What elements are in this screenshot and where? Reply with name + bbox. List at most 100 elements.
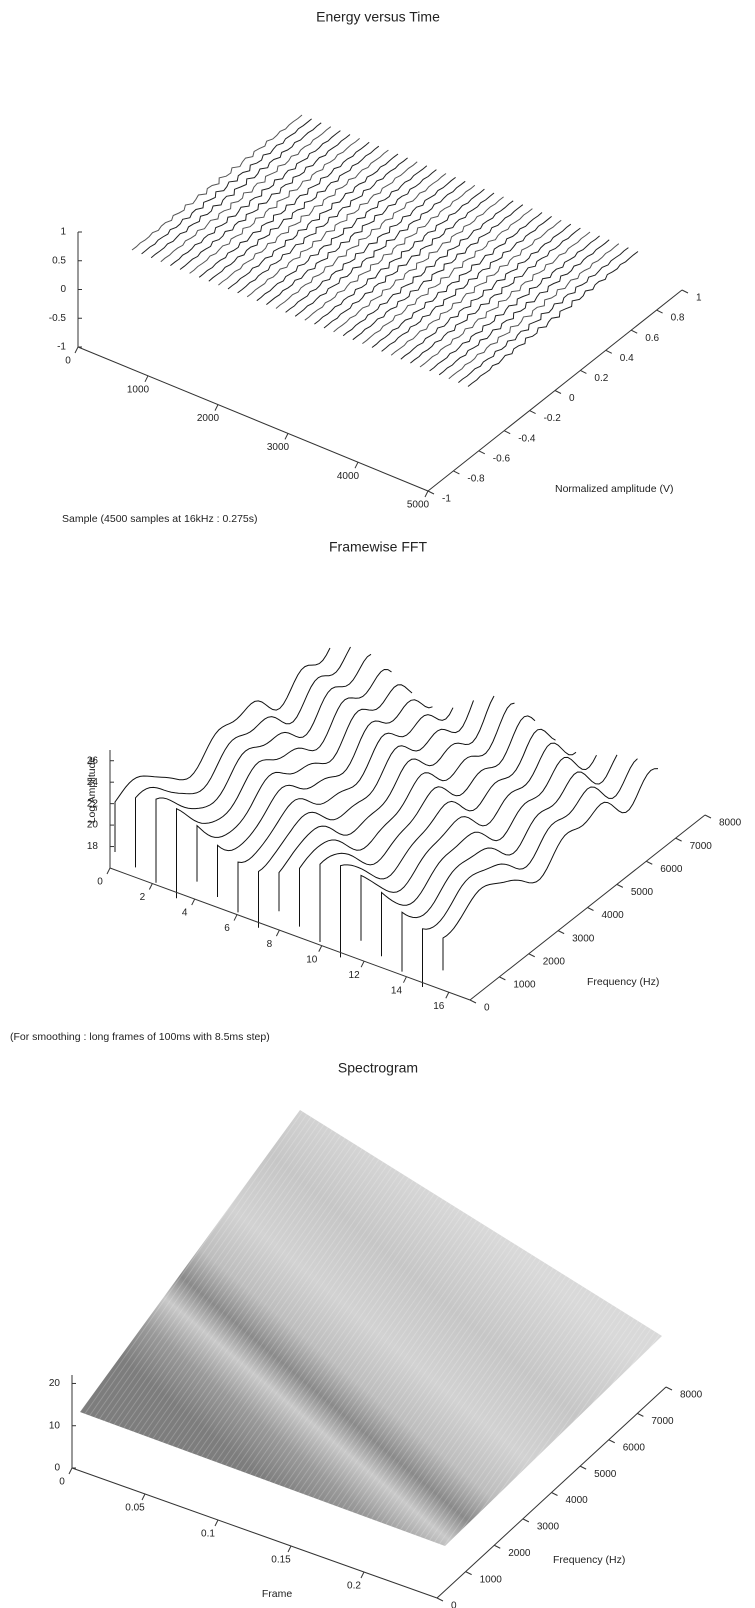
- x-tick-label: 0.05: [125, 1503, 145, 1514]
- y-tick-label: 1000: [513, 980, 536, 991]
- z-tick-label: 0: [60, 284, 66, 295]
- z-tick-label: 26: [87, 755, 99, 766]
- x-tick-label: 0.1: [201, 1529, 215, 1540]
- y-tick: [551, 1492, 558, 1496]
- x-tick-label: 0.2: [347, 1581, 361, 1592]
- spectrum-curve: [422, 758, 638, 987]
- waveform: [218, 149, 389, 286]
- x-tick: [74, 346, 79, 354]
- waveform: [246, 161, 418, 298]
- y-tick: [704, 814, 712, 819]
- y-tick: [637, 1412, 644, 1417]
- y-tick: [681, 289, 689, 294]
- x-tick: [68, 1467, 73, 1475]
- y-tick-label: 0.4: [620, 353, 634, 364]
- y-tick: [528, 953, 535, 958]
- spectrum-curve: [258, 700, 474, 928]
- waveform: [285, 176, 456, 313]
- x-tick: [354, 461, 359, 469]
- waveform: [314, 188, 485, 325]
- x-tick: [360, 960, 365, 968]
- x-tick-label: 2: [140, 892, 146, 903]
- x-tick-label: 16: [433, 1001, 445, 1012]
- x-tick-label: 0: [65, 356, 71, 367]
- x-tick-label: 2000: [197, 413, 220, 424]
- waveform: [170, 130, 341, 266]
- waveform: [467, 251, 639, 387]
- y-tick: [630, 329, 638, 334]
- x-tick-label: 5000: [407, 500, 430, 511]
- y-tick: [529, 410, 536, 415]
- x-tick: [424, 490, 429, 498]
- y-tick-label: 8000: [719, 818, 742, 829]
- y-tick: [499, 976, 506, 981]
- y-axis-label: Frequency (Hz): [553, 1554, 625, 1566]
- x-tick: [403, 976, 407, 983]
- spectrum-curve: [299, 702, 515, 927]
- x-tick: [191, 898, 196, 906]
- chart-title: Energy versus Time: [316, 9, 440, 25]
- waveform: [390, 219, 562, 356]
- y-tick: [646, 860, 653, 865]
- x-tick: [214, 1519, 219, 1527]
- x-tick-label: 12: [349, 970, 361, 981]
- z-tick-label: 0: [54, 1463, 60, 1474]
- x-axis-label: Sample (4500 samples at 16kHz : 0.275s): [62, 513, 258, 525]
- y-tick-label: 0.6: [645, 333, 659, 344]
- chart-title: Spectrogram: [338, 1060, 418, 1076]
- waveform: [227, 153, 399, 290]
- y-tick-label: -0.8: [467, 474, 485, 485]
- y-tick-label: 3000: [537, 1522, 560, 1533]
- y-tick: [453, 470, 460, 475]
- y-tick-label: 6000: [623, 1442, 646, 1453]
- waveform: [342, 200, 514, 337]
- y-tick-label: 0.2: [594, 373, 608, 384]
- y-tick-label: -1: [442, 494, 451, 505]
- y-tick: [665, 1386, 673, 1391]
- spectrum-curve: [114, 647, 331, 852]
- y-tick-label: 4000: [602, 910, 625, 921]
- waveform: [189, 138, 360, 274]
- y-tick: [656, 309, 663, 314]
- waveform: [237, 157, 408, 294]
- x-tick-label: 4000: [337, 471, 360, 482]
- x-tick: [148, 883, 153, 890]
- y-tick: [494, 1544, 501, 1549]
- y-tick-label: 3000: [572, 933, 595, 944]
- x-tick: [360, 1571, 365, 1579]
- y-tick-label: 0: [451, 1601, 457, 1608]
- y-tick-label: 1: [696, 293, 702, 304]
- surface-texture: [80, 1110, 662, 1546]
- x-tick: [214, 404, 219, 411]
- y-tick-label: 6000: [660, 864, 683, 875]
- waveform: [198, 141, 370, 278]
- waveform: [266, 169, 437, 305]
- spectrum-curve: [278, 695, 495, 912]
- spectrum-curve: [135, 646, 351, 868]
- x-tick: [284, 433, 289, 440]
- y-tick: [557, 930, 565, 935]
- y-tick-label: -0.4: [518, 433, 536, 444]
- waveform: [160, 126, 332, 263]
- y-tick-label: 7000: [651, 1416, 674, 1427]
- spectrum-curve: [360, 742, 577, 941]
- waveform: [275, 173, 447, 309]
- z-axis-label: Log Amplitude: [86, 757, 98, 824]
- waveform: [410, 227, 581, 364]
- x-tick: [144, 375, 149, 383]
- y-tick: [616, 883, 624, 888]
- x-tick-label: 14: [391, 985, 403, 996]
- waveform: [304, 184, 476, 321]
- waveform: [419, 231, 591, 368]
- waveform: [141, 118, 312, 255]
- z-tick-label: 20: [49, 1378, 61, 1389]
- waveform: [371, 212, 543, 348]
- y-tick: [675, 837, 682, 842]
- x-tick: [106, 867, 111, 875]
- spectrum-curve: [176, 668, 392, 899]
- x-tick-label: 1000: [127, 384, 150, 395]
- y-tick-label: 1000: [480, 1574, 503, 1585]
- waveform: [352, 204, 524, 341]
- y-axis-label: Frequency (Hz): [587, 976, 659, 988]
- y-tick-label: 0: [484, 1003, 490, 1014]
